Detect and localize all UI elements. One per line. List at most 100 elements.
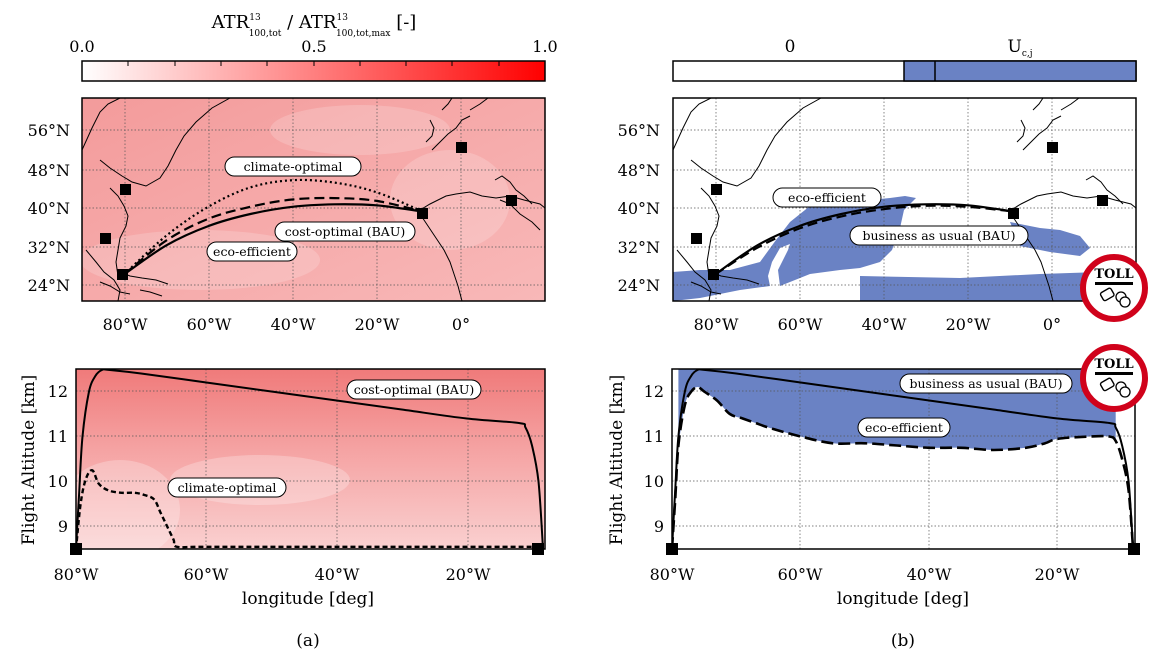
bau-profile: [672, 369, 1135, 549]
lon-tick: 80°W: [694, 315, 739, 334]
eco-efficient-route: [714, 204, 1015, 276]
airport-marker: [120, 184, 131, 195]
destination-airport-marker: [532, 543, 544, 555]
eco-efficient-route: [123, 196, 424, 276]
lon-tick: 20°W: [946, 315, 991, 334]
map-b-airports: [691, 142, 1108, 280]
profile-a-frame: [75, 368, 546, 550]
map-b-grid: [673, 98, 1136, 301]
x-tick: 20°W: [1035, 565, 1080, 584]
lon-tick: 40°W: [862, 315, 907, 334]
profile-a-ylabel: Flight Altitude [km]: [19, 375, 39, 546]
svg-text:eco-efficient: eco-efficient: [865, 420, 943, 435]
airport-marker: [100, 233, 111, 244]
cost-optimal-route: [123, 203, 424, 276]
svg-text:business as usual (BAU): business as usual (BAU): [863, 228, 1016, 243]
svg-text:eco-efficient: eco-efficient: [788, 190, 866, 205]
profile-a-x-ticks: 80°W 60°W 40°W 20°W: [54, 565, 491, 584]
x-tick: 60°W: [184, 565, 229, 584]
lon-tick: 20°W: [355, 315, 400, 334]
map-a: climate-optimal cost-optimal (BAU) eco-e…: [82, 98, 545, 301]
airport-marker: [1047, 142, 1058, 153]
x-tick: 80°W: [54, 565, 99, 584]
airport-marker: [691, 233, 702, 244]
map-a-frame: [81, 97, 546, 302]
profile-b-x-ticks: 80°W 60°W 40°W 20°W: [650, 565, 1080, 584]
toll-sign-profile: TOLL: [1080, 344, 1148, 412]
airport-marker: [711, 184, 722, 195]
lon-tick: 60°W: [778, 315, 823, 334]
map-b-lon-ticks: 80°W 60°W 40°W 20°W 0°: [694, 315, 1062, 334]
lat-tick: 32°N: [28, 238, 70, 257]
airport-marker: [1008, 208, 1019, 219]
profile-a-y-ticks: 12 11 10 9: [48, 382, 68, 536]
u-region-west: [673, 196, 916, 301]
caption-a: (a): [296, 631, 319, 651]
lon-tick: 40°W: [271, 315, 316, 334]
caption-b: (b): [891, 631, 915, 651]
profile-b: business as usual (BAU) eco-efficient: [672, 369, 1135, 549]
svg-text:climate-optimal: climate-optimal: [244, 159, 343, 174]
lat-tick: 56°N: [618, 121, 660, 140]
panel-a: ATR13 100,tot / ATR13 100,tot,max [-] 0.0 …: [19, 12, 558, 651]
profile-b-ylabel: Flight Altitude [km]: [607, 375, 627, 546]
map-a-lon-ticks: 80°W 60°W 40°W 20°W 0°: [103, 315, 471, 334]
label-bau: business as usual (BAU): [849, 225, 1029, 246]
label-cost-optimal: cost-optimal (BAU): [274, 221, 416, 242]
lat-tick: 32°N: [618, 238, 660, 257]
profile-b-xlabel: longitude [deg]: [837, 589, 969, 609]
map-a-coastlines: [82, 98, 545, 301]
u-region-south: [860, 272, 1136, 301]
map-b: eco-efficient business as usual (BAU): [673, 98, 1136, 301]
label-eco-efficient: eco-efficient: [206, 241, 298, 262]
lon-tick: 0°: [452, 315, 470, 334]
lat-tick: 40°N: [618, 199, 660, 218]
map-b-frame: [672, 97, 1137, 302]
x-tick: 40°W: [315, 565, 360, 584]
x-tick: 40°W: [907, 565, 952, 584]
map-b-coastlines: [673, 98, 1136, 301]
colorbar-b-u-label: Uc,j: [1007, 37, 1032, 59]
y-tick: 10: [644, 472, 664, 491]
lat-tick: 48°N: [618, 161, 660, 180]
lat-tick: 40°N: [28, 199, 70, 218]
destination-airport-marker: [1128, 543, 1140, 555]
y-tick: 11: [48, 427, 68, 446]
hand-with-coins-icon: [1099, 287, 1131, 308]
profile-a: cost-optimal (BAU) climate-optimal: [76, 369, 545, 549]
colorbar-a-tick-2: 1.0: [532, 37, 557, 56]
y-tick: 10: [48, 472, 68, 491]
label-cost-optimal-profile: cost-optimal (BAU): [346, 379, 482, 400]
cost-optimal-profile: [76, 369, 544, 549]
lon-tick: 80°W: [103, 315, 148, 334]
lat-tick: 56°N: [28, 121, 70, 140]
label-eco-efficient: eco-efficient: [772, 187, 882, 208]
profile-b-y-ticks: 12 11 10 9: [644, 382, 664, 536]
y-tick: 11: [644, 427, 664, 446]
profile-b-frame: [671, 368, 1136, 550]
airport-marker: [506, 195, 517, 206]
colorbar-a-tick-1: 0.5: [301, 37, 326, 56]
lon-tick: 0°: [1043, 315, 1061, 334]
y-tick: 12: [644, 382, 664, 401]
svg-text:cost-optimal (BAU): cost-optimal (BAU): [354, 382, 475, 397]
climate-optimal-profile: [76, 469, 543, 549]
label-eco-efficient-profile: eco-efficient: [857, 417, 951, 438]
svg-text:cost-optimal (BAU): cost-optimal (BAU): [285, 224, 406, 239]
toll-sign-map: TOLL: [1080, 254, 1148, 322]
profile-a-grid: [76, 369, 545, 549]
label-climate-optimal: climate-optimal: [224, 156, 362, 177]
colorbar-a-tick-0: 0.0: [69, 37, 94, 56]
x-tick: 20°W: [446, 565, 491, 584]
y-tick: 9: [654, 517, 664, 536]
climate-optimal-route: [123, 178, 424, 276]
svg-text:business as usual (BAU): business as usual (BAU): [910, 376, 1063, 391]
lat-tick: 24°N: [28, 276, 70, 295]
airport-marker: [417, 208, 428, 219]
colorbar-a-ticks: [127, 61, 500, 66]
airport-marker: [456, 142, 467, 153]
airport-marker: [1097, 195, 1108, 206]
svg-text:eco-efficient: eco-efficient: [213, 244, 291, 259]
origin-airport-marker: [70, 543, 82, 555]
